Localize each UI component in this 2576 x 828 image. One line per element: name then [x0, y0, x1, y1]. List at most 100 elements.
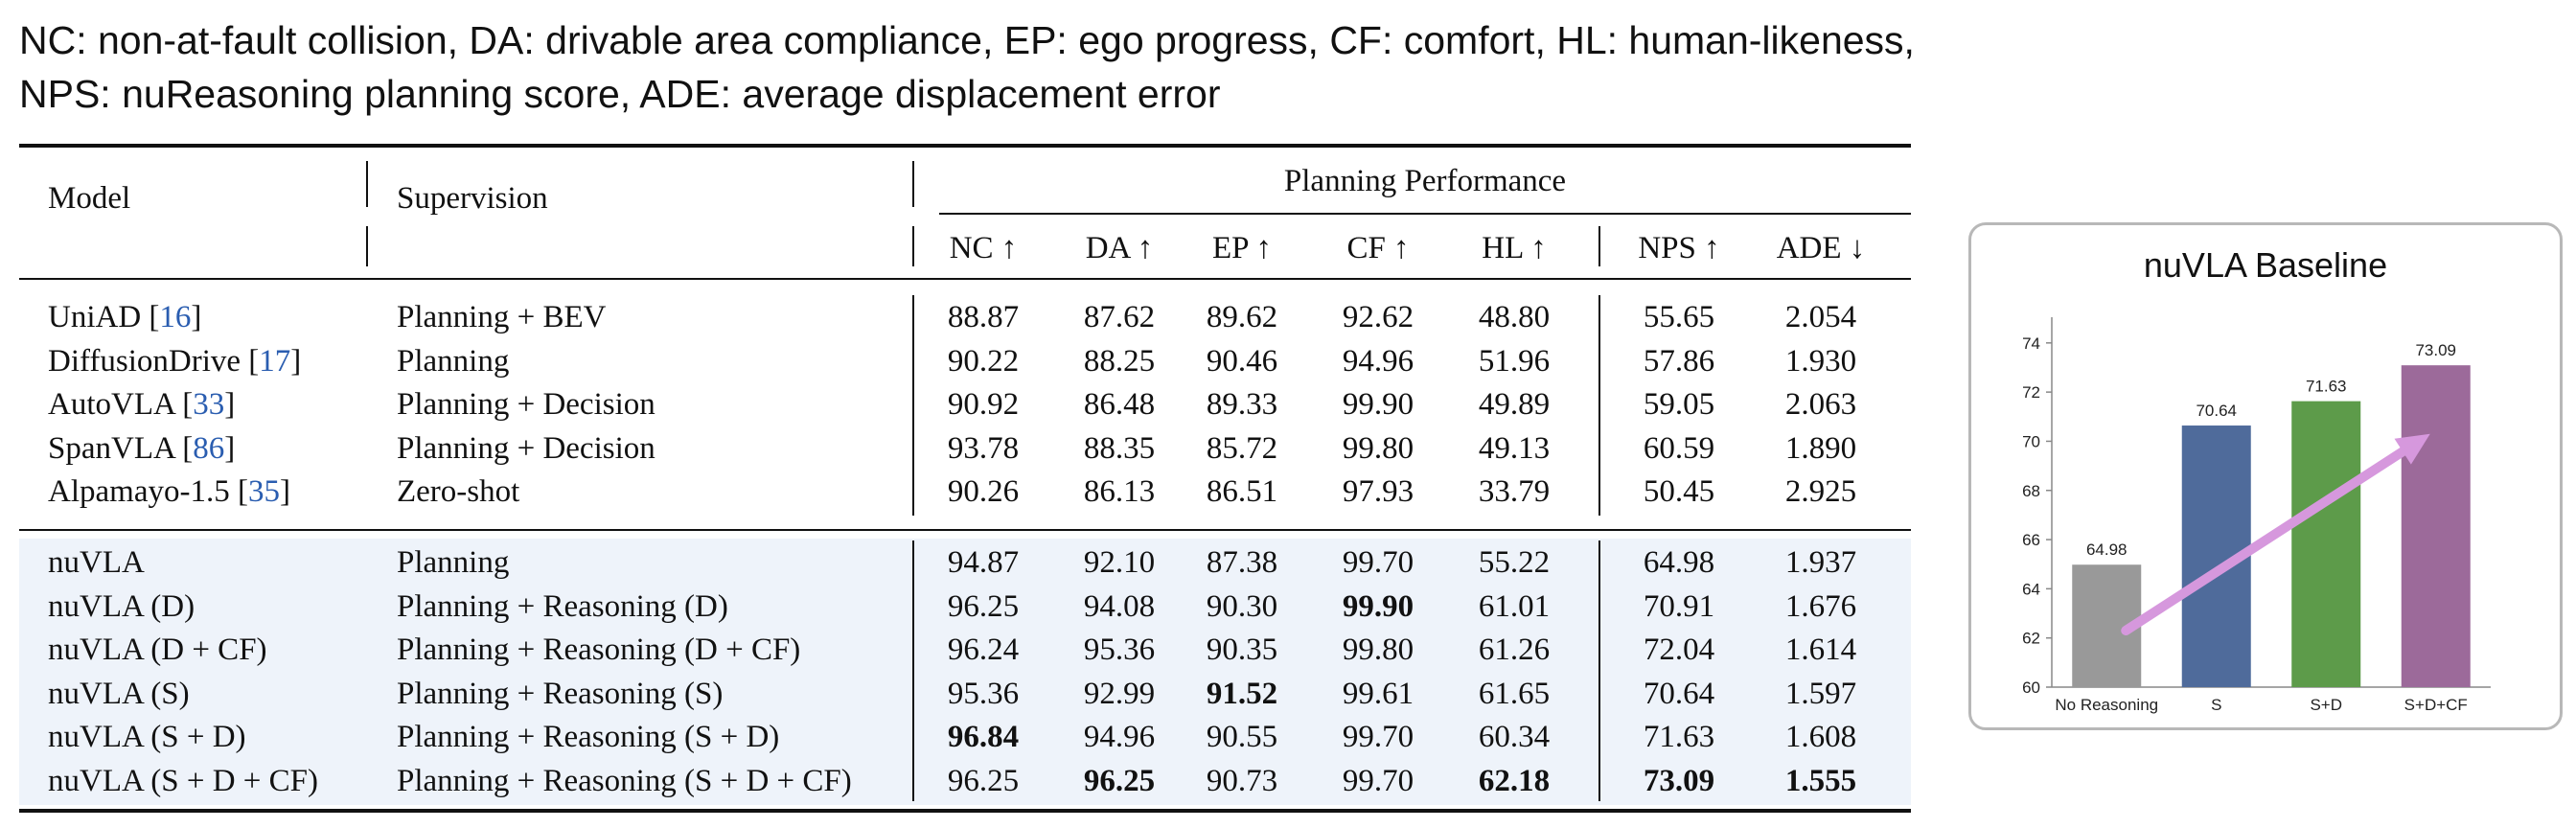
baseline-row-value-1-2: 90.46 [1206, 343, 1278, 379]
ours-row-value-2-3: 99.80 [1342, 632, 1414, 667]
model-name: Alpamayo-1.5 [ [48, 474, 248, 509]
baseline-row-value-1-4: 51.96 [1478, 343, 1551, 379]
ours-row-value-3-6: 1.597 [1784, 676, 1857, 711]
ours-row-value-1-5: 70.91 [1643, 588, 1715, 624]
ours-row-value-3-2: 91.52 [1206, 676, 1278, 711]
baseline-row-value-4-5: 50.45 [1643, 474, 1715, 509]
group-underline [939, 213, 1911, 215]
mid-rule [19, 529, 1911, 531]
ours-row-supervision-1: Planning + Reasoning (D) [397, 588, 728, 624]
citation-link[interactable]: 33 [193, 387, 225, 422]
divider-nps-header [1598, 226, 1600, 266]
ours-row-value-1-3: 99.90 [1342, 588, 1414, 624]
header-metric-0: NC ↑ [949, 231, 1018, 265]
baseline-row-value-2-2: 89.33 [1206, 387, 1278, 422]
divider-supervision-body [912, 295, 914, 516]
ours-row-value-5-4: 62.18 [1478, 763, 1551, 798]
trend-arrow-shaft [2121, 447, 2408, 635]
header-metric-1: DA ↑ [1085, 231, 1154, 265]
divider-model-2 [366, 226, 368, 266]
baseline-row-value-0-5: 55.65 [1643, 300, 1715, 334]
baseline-row-value-3-6: 1.890 [1784, 430, 1857, 466]
baseline-row-value-3-4: 49.13 [1478, 430, 1551, 466]
citation-link[interactable]: 86 [193, 430, 225, 466]
ours-row-value-3-0: 95.36 [947, 676, 1020, 711]
baseline-row-value-0-6: 2.054 [1784, 300, 1857, 334]
data-label-0: 64.98 [2086, 540, 2128, 559]
citation-link[interactable]: 16 [159, 300, 192, 334]
baseline-row-value-3-0: 93.78 [947, 430, 1020, 466]
baseline-row-value-3-5: 60.59 [1643, 430, 1715, 466]
bracket-close: ] [191, 300, 202, 334]
ours-row-value-0-6: 1.937 [1784, 545, 1857, 580]
data-label-3: 73.09 [2415, 341, 2456, 359]
ours-row-value-5-0: 96.25 [947, 763, 1020, 798]
ours-row-value-1-1: 94.08 [1083, 588, 1156, 624]
y-tick-label-5: 70 [2022, 432, 2040, 450]
chart-title: nuVLA Baseline [2144, 245, 2387, 285]
ours-row-model-0: nuVLA [48, 545, 145, 580]
ours-row-value-4-4: 60.34 [1478, 720, 1551, 754]
data-label-2: 71.63 [2306, 378, 2347, 396]
ours-row-model-4: nuVLA (S + D) [48, 720, 246, 754]
ours-row-value-1-2: 90.30 [1206, 588, 1278, 624]
bracket-close: ] [224, 387, 236, 422]
ours-row-value-3-3: 99.61 [1342, 676, 1414, 711]
divider-nps-body [1598, 295, 1600, 516]
baseline-row-value-0-1: 87.62 [1083, 300, 1156, 334]
ours-row-value-5-6: 1.555 [1784, 763, 1857, 798]
baseline-row-supervision-4: Zero-shot [397, 474, 520, 509]
ours-row-value-3-1: 92.99 [1083, 676, 1156, 711]
ours-row-value-5-2: 90.73 [1206, 763, 1278, 798]
ours-row-value-2-0: 96.24 [947, 632, 1020, 667]
y-tick-label-6: 72 [2022, 383, 2040, 402]
bar-chart-svg: nuVLA Baseline 60 62 64 66 68 70 72 74 64.98 No Re… [2022, 245, 2491, 714]
y-tick-label-0: 60 [2022, 678, 2040, 697]
ours-row-value-4-2: 90.55 [1206, 720, 1278, 754]
ours-row-supervision-4: Planning + Reasoning (S + D) [397, 720, 780, 754]
ours-row-supervision-0: Planning [397, 545, 510, 580]
citation-link[interactable]: 35 [247, 474, 280, 509]
ours-row-value-0-4: 55.22 [1478, 545, 1551, 580]
ours-row-value-4-1: 94.96 [1083, 720, 1156, 754]
ours-row-value-3-5: 70.64 [1643, 676, 1715, 711]
caption-line-1: NC: non-at-fault collision, DA: drivable… [19, 18, 1915, 62]
results-table: Model Supervision Planning Performance NC ↑… [19, 144, 1911, 815]
ours-row-value-3-4: 61.65 [1478, 676, 1551, 711]
ours-row-value-1-0: 96.25 [947, 588, 1020, 624]
ours-row-model-3: nuVLA (S) [48, 676, 190, 711]
baseline-row-value-4-6: 2.925 [1784, 474, 1857, 509]
baseline-row-model-1: DiffusionDrive [17] [48, 339, 301, 383]
ours-row-value-0-1: 92.10 [1083, 545, 1156, 580]
model-name: UniAD [ [48, 300, 160, 334]
ours-row-value-2-4: 61.26 [1478, 632, 1551, 667]
baseline-row-model-3: SpanVLA [86] [48, 426, 235, 471]
baseline-row-value-2-1: 86.48 [1083, 387, 1156, 422]
header-rule [19, 278, 1911, 280]
model-name: SpanVLA [ [48, 430, 194, 466]
nuvla-baseline-chart: nuVLA Baseline 60 62 64 66 68 70 72 74 64.98 No Re… [1968, 222, 2563, 730]
baseline-row-value-2-0: 90.92 [947, 387, 1020, 422]
ours-row-model-5: nuVLA (S + D + CF) [48, 763, 318, 798]
y-tick-label-2: 64 [2022, 580, 2040, 598]
baseline-row-value-4-3: 97.93 [1342, 474, 1414, 509]
ours-row-supervision-3: Planning + Reasoning (S) [397, 676, 724, 711]
divider-supervision-ours [912, 540, 914, 801]
header-metric-4: HL ↑ [1482, 231, 1547, 265]
baseline-row-value-3-2: 85.72 [1206, 430, 1278, 466]
baseline-row-value-2-4: 49.89 [1478, 387, 1551, 422]
ours-row-model-1: nuVLA (D) [48, 588, 196, 624]
bracket-close: ] [279, 474, 290, 509]
baseline-row-value-1-6: 1.930 [1784, 343, 1857, 379]
divider-supervision [912, 161, 914, 207]
ours-rows-shading [19, 539, 1911, 805]
citation-link[interactable]: 17 [259, 343, 291, 379]
y-tick-label-4: 68 [2022, 482, 2040, 500]
divider-model [366, 161, 368, 207]
ours-row-value-5-1: 96.25 [1083, 763, 1156, 798]
x-tick-label-1: S [2211, 696, 2221, 714]
model-name: DiffusionDrive [ [48, 343, 260, 379]
baseline-row-value-2-6: 2.063 [1784, 387, 1857, 422]
bottom-rule [19, 809, 1911, 813]
header-supervision: Supervision [397, 181, 548, 216]
